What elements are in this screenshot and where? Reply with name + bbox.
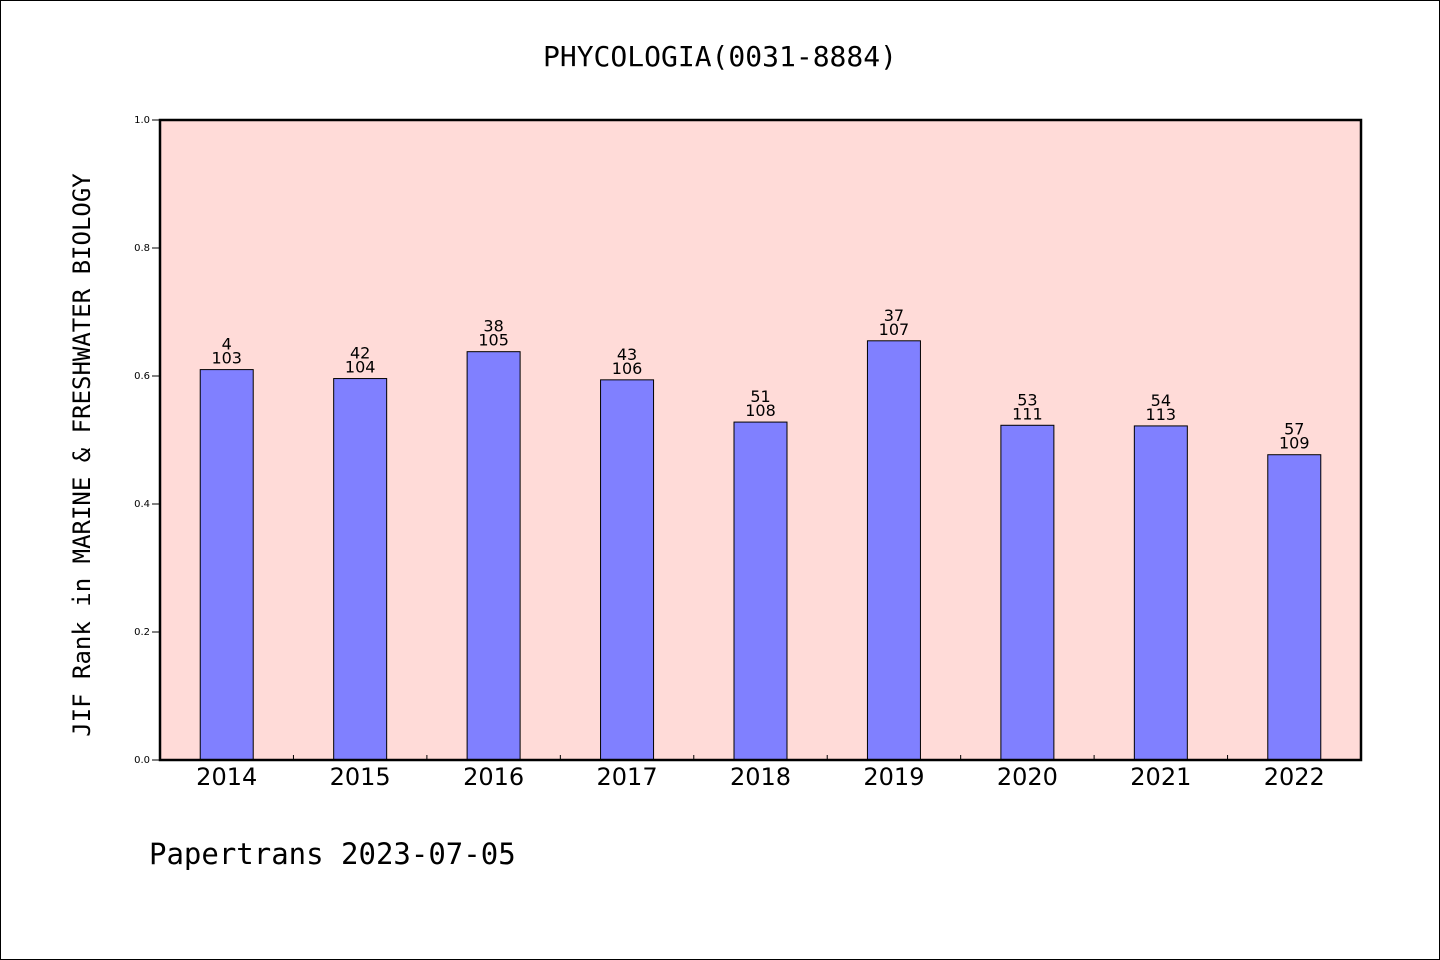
x-tick-label: 2020 xyxy=(997,763,1058,791)
x-tick-label: 2015 xyxy=(330,763,391,791)
bar-rank-label: 51 xyxy=(750,387,770,406)
bar-2014 xyxy=(199,369,254,761)
bar-rank-label: 54 xyxy=(1151,391,1171,410)
x-tick-label: 2018 xyxy=(730,763,791,791)
bar-2022 xyxy=(1267,454,1322,761)
bar-2017 xyxy=(600,379,655,761)
bar-rank-label: 57 xyxy=(1284,420,1304,439)
bar-total-label: 106 xyxy=(612,359,643,378)
bar-rank-label: 37 xyxy=(884,306,904,325)
bar-total-label: 109 xyxy=(1279,434,1310,453)
y-axis-label: JIF Rank in MARINE & FRESHWATER BIOLOGY xyxy=(68,173,96,737)
footer-text: Papertrans 2023-07-05 xyxy=(149,837,516,871)
bar-rank-label: 42 xyxy=(350,344,370,363)
x-axis: 2014 2015 2016 2017 2018 2019 2020 2021 2022 xyxy=(196,755,1325,791)
y-axis: 0.0 0.2 0.4 0.6 0.8 1.0 xyxy=(134,115,160,766)
y-tick-label: 0.6 xyxy=(134,371,150,382)
bars xyxy=(199,340,1322,761)
y-tick-label: 0.4 xyxy=(134,499,150,510)
chart-title: PHYCOLOGIA(0031-8884) xyxy=(543,40,897,73)
bar-total-label: 107 xyxy=(879,320,910,339)
bar-rank-label: 4 xyxy=(222,335,232,354)
bar-2015 xyxy=(333,378,388,761)
bar-total-label: 113 xyxy=(1146,405,1177,424)
bar-rank-label: 43 xyxy=(617,345,637,364)
bar-2020 xyxy=(1000,424,1055,761)
x-tick-label: 2022 xyxy=(1264,763,1325,791)
bar-total-label: 108 xyxy=(745,401,776,420)
y-tick-label: 0.0 xyxy=(134,755,150,766)
bar-rank-label: 53 xyxy=(1017,390,1037,409)
bar-total-label: 111 xyxy=(1012,404,1043,423)
x-tick-label: 2014 xyxy=(196,763,257,791)
x-tick-label: 2019 xyxy=(863,763,924,791)
x-tick-label: 2017 xyxy=(597,763,658,791)
y-tick-label: 0.8 xyxy=(134,243,150,254)
x-tick-label: 2016 xyxy=(463,763,524,791)
plot-border xyxy=(158,118,1363,762)
y-tick-label: 0.2 xyxy=(134,627,150,638)
bar-2019 xyxy=(866,340,921,761)
bar-total-label: 104 xyxy=(345,358,376,377)
bar-2021 xyxy=(1133,425,1188,761)
bar-total-label: 105 xyxy=(478,331,509,350)
bar-2018 xyxy=(733,421,788,761)
bar-2016 xyxy=(466,351,521,761)
bar-rank-label: 38 xyxy=(483,317,503,336)
y-tick-label: 1.0 xyxy=(134,115,150,126)
x-tick-label: 2021 xyxy=(1130,763,1191,791)
bar-total-label: 103 xyxy=(211,349,242,368)
